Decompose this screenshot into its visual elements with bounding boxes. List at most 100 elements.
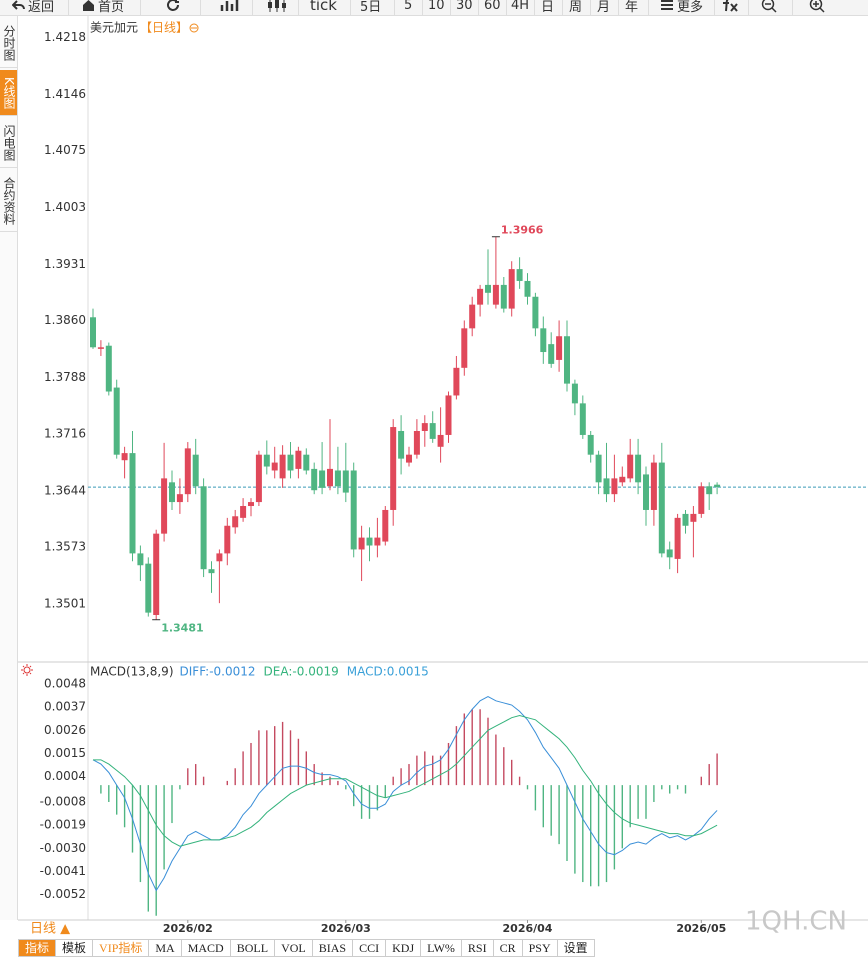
candle-body (311, 468, 318, 491)
candle-body (698, 486, 705, 514)
indicator-tab[interactable]: 指标 (18, 939, 57, 957)
icon-part (21, 664, 33, 676)
separator (350, 0, 351, 15)
refresh-button[interactable] (165, 0, 181, 14)
indicator-tab[interactable]: VIP指标 (93, 939, 150, 957)
indicator-tab[interactable]: MACD (181, 939, 231, 957)
candle-body (232, 516, 239, 528)
indicator-tab[interactable]: PSY (522, 939, 558, 957)
period-button[interactable]: 年 (625, 0, 639, 15)
macd-tick-label: 0.0004 (44, 769, 86, 783)
macd-line (92, 696, 718, 892)
macd-tick-label: 0.0026 (44, 723, 86, 737)
candle-body (532, 296, 539, 329)
separator (298, 0, 299, 15)
sidebar: 分时图 K线图 闪电图 合约资料 (0, 16, 18, 920)
separator (648, 0, 649, 15)
price-tick-label: 1.4003 (44, 200, 86, 214)
chart-type-button[interactable] (220, 0, 240, 14)
period-button[interactable]: 周 (569, 0, 583, 15)
indicator-tab[interactable]: CR (493, 939, 523, 957)
icon-part (765, 3, 777, 13)
toolbar: 返回 首页 tick 5日 5 10 30 60 4H 日 周 月 年 更多 (0, 0, 868, 16)
period-button[interactable]: 60 (484, 0, 501, 14)
period-button[interactable]: 4H (511, 0, 529, 14)
button-label: 年 (625, 0, 639, 15)
indicator-tab[interactable]: 模板 (56, 939, 94, 957)
sidebar-tab[interactable]: K线图 (0, 70, 17, 116)
separator (618, 0, 619, 15)
separator (506, 0, 507, 15)
period-button[interactable]: 5日 (360, 0, 381, 15)
separator (478, 0, 479, 15)
indicator-tab[interactable]: 设置 (557, 939, 595, 957)
candle-body (382, 509, 389, 542)
candle-body (303, 454, 310, 471)
indicator-tab[interactable]: CCI (353, 939, 387, 957)
candle-button[interactable] (266, 0, 288, 14)
candle-body (137, 553, 144, 566)
home-button[interactable]: 首页 (82, 0, 124, 15)
separator (534, 0, 535, 15)
back-button[interactable]: 返回 (12, 0, 54, 15)
candle-body (105, 345, 112, 392)
separator (748, 0, 749, 15)
indicator-tab[interactable]: RSI (461, 939, 494, 957)
icon-part (761, 0, 775, 11)
sidebar-tab[interactable]: 合约资料 (0, 170, 17, 232)
price-tick-label: 1.4218 (44, 30, 86, 44)
period-button[interactable]: 月 (597, 0, 611, 15)
candle-body (492, 284, 499, 305)
period-button[interactable]: 30 (456, 0, 473, 14)
indicator-tab[interactable]: LW% (421, 939, 462, 957)
candle-body (97, 347, 104, 349)
settings-icon[interactable] (21, 664, 33, 676)
icon-part (661, 0, 673, 10)
zoom-in-button[interactable] (808, 0, 826, 14)
indicator-tab[interactable]: MA (149, 939, 182, 957)
formula-button[interactable] (722, 0, 742, 14)
candle-body (287, 454, 294, 471)
button-label: 60 (484, 0, 501, 13)
period-button[interactable]: tick (310, 0, 337, 14)
icon-part (275, 0, 279, 8)
macd-tick-label: -0.0041 (40, 864, 86, 878)
candle-body (224, 525, 231, 554)
candle-body (406, 454, 412, 463)
separator (252, 0, 253, 15)
candle-body (390, 427, 397, 510)
legend-name: DIFF: (180, 665, 210, 679)
candle-body (619, 476, 626, 483)
period-button[interactable]: 5 (404, 0, 412, 14)
period-button[interactable]: 10 (428, 0, 445, 14)
separator (792, 0, 793, 15)
candle-body (398, 430, 405, 459)
low-label: 1.3481 (161, 622, 203, 635)
indicator-tab[interactable]: VOL (275, 939, 313, 957)
price-tick-label: 1.3788 (44, 370, 86, 384)
icon-part (23, 666, 31, 674)
sidebar-tab[interactable]: 分时图 (0, 18, 17, 68)
separator (68, 0, 69, 15)
indicator-tab[interactable]: BOLL (230, 939, 276, 957)
separator (450, 0, 451, 15)
candle-body (334, 470, 341, 487)
candle-body (129, 453, 136, 554)
separator (714, 0, 715, 15)
icon-part (723, 0, 738, 12)
candle-body (453, 367, 460, 396)
indicator-tab[interactable]: KDJ (386, 939, 422, 957)
more-button[interactable]: 更多 (660, 0, 703, 15)
candle-body (342, 470, 349, 493)
zoom-out-button[interactable] (760, 0, 778, 14)
indicator-tab[interactable]: BIAS (312, 939, 354, 957)
sidebar-tab[interactable]: 闪电图 (0, 118, 17, 168)
candle-body (650, 462, 657, 510)
button-label: 周 (569, 0, 583, 15)
period-button[interactable]: 日 (541, 0, 554, 15)
period-label: 日线 ▲ (30, 922, 70, 937)
legend-name: MACD: (347, 665, 387, 679)
button-label: 月 (597, 0, 611, 15)
chart-title: 美元加元 (90, 21, 138, 35)
